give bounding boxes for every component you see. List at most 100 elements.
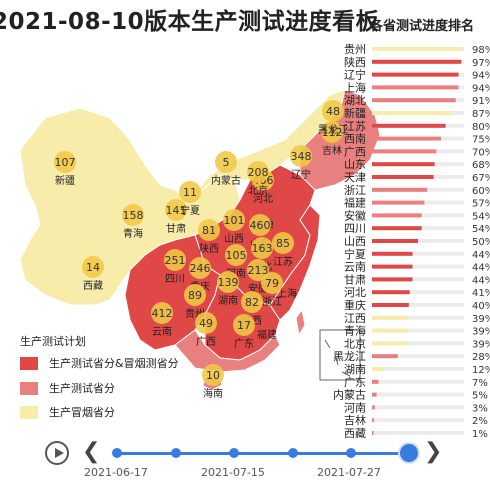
map-value-bubble[interactable] [122, 204, 144, 226]
map-value-bubble[interactable] [164, 249, 186, 271]
bar-value-label: 44% [472, 275, 490, 286]
map-value-bubble[interactable] [202, 364, 224, 386]
bar[interactable] [372, 226, 422, 231]
map-value-bubble[interactable] [249, 214, 271, 236]
bar[interactable] [372, 303, 409, 307]
bar[interactable] [372, 405, 375, 410]
bar[interactable] [372, 431, 374, 435]
map-value-bubble[interactable] [189, 257, 211, 279]
bar-value-label: 57% [472, 199, 490, 210]
bar[interactable] [372, 123, 446, 128]
timeline-next-button[interactable]: ❯ [424, 439, 443, 464]
map-value-bubble[interactable] [179, 181, 201, 203]
timeline-point[interactable] [112, 448, 122, 458]
bar[interactable] [372, 200, 425, 205]
bar-value-label: 91% [472, 96, 490, 107]
map-value-label: 213 [248, 264, 269, 277]
map-province-label: 广东 [234, 337, 254, 350]
map-value-label: 81 [202, 224, 216, 237]
bar-value-label: 41% [472, 288, 490, 299]
map-taiwan[interactable] [295, 308, 306, 337]
map-value-label: 112 [322, 126, 343, 139]
map-value-bubble[interactable] [247, 259, 269, 281]
bar[interactable] [372, 367, 384, 371]
bar[interactable] [372, 251, 413, 256]
map-value-bubble[interactable] [233, 314, 255, 336]
map-value-bubble[interactable] [165, 199, 187, 221]
map-value-bubble[interactable] [184, 284, 206, 306]
timeline-track[interactable] [116, 452, 410, 455]
bar[interactable] [372, 187, 428, 192]
map-value-bubble[interactable] [247, 161, 269, 183]
legend-item-test[interactable]: 生产测试省分 [20, 380, 115, 396]
map-east-coast[interactable] [269, 204, 321, 321]
bar[interactable] [372, 149, 437, 154]
bar[interactable] [372, 418, 374, 423]
bar[interactable] [372, 290, 410, 295]
map-value-bubble[interactable] [151, 302, 173, 324]
bar[interactable] [372, 85, 459, 90]
bar[interactable] [372, 72, 459, 77]
south-china-sea-inset [319, 329, 361, 381]
map-value-label: 10 [206, 369, 220, 382]
bar[interactable] [372, 354, 398, 359]
map-value-bubble[interactable] [82, 256, 104, 278]
bar[interactable] [372, 277, 413, 282]
bar[interactable] [372, 136, 441, 141]
map-value-bubble[interactable] [272, 232, 294, 254]
bar[interactable] [372, 264, 413, 269]
legend-item-test-and-smoke[interactable]: 生产测试省分&冒烟测省分 [20, 355, 179, 371]
map-province-label: 浙江 [262, 296, 282, 308]
bar[interactable] [372, 341, 408, 346]
legend-label: 生产测试省分 [49, 382, 115, 395]
timeline-point[interactable] [346, 448, 356, 458]
map-value-label: 158 [123, 209, 144, 222]
map-value-bubble[interactable] [223, 209, 245, 231]
map-value-bubble[interactable] [54, 151, 76, 173]
map-province-label: 江苏 [273, 255, 293, 268]
map-value-bubble[interactable] [322, 100, 344, 122]
map-value-label: 246 [190, 262, 211, 275]
map-value-bubble[interactable] [198, 219, 220, 241]
bar-category-label: 甘肃 [344, 273, 366, 286]
bar-category-label: 山东 [344, 158, 366, 171]
bar[interactable] [372, 47, 463, 51]
map-value-bubble[interactable] [290, 145, 312, 167]
map-value-bubble[interactable] [241, 291, 263, 313]
bar[interactable] [372, 328, 408, 333]
map-value-bubble[interactable] [321, 121, 343, 143]
map-value-label: 208 [248, 166, 269, 179]
legend-item-smoke[interactable]: 生产冒烟省分 [20, 404, 115, 420]
bar-category-label: 吉林 [344, 413, 366, 427]
timeline-current-point[interactable] [400, 444, 418, 462]
timeline-point[interactable] [288, 448, 298, 458]
play-button[interactable] [45, 441, 69, 465]
timeline-prev-button[interactable]: ❮ [82, 439, 101, 464]
map-province-label: 福建 [257, 328, 277, 341]
bar-value-label: 94% [472, 71, 490, 82]
bar[interactable] [372, 175, 434, 179]
bar-category-label: 江西 [344, 312, 366, 325]
bar[interactable] [372, 162, 435, 167]
bar[interactable] [372, 379, 379, 384]
bar[interactable] [372, 315, 408, 320]
bar-value-label: 12% [472, 365, 490, 376]
map-value-bubble[interactable] [215, 151, 237, 173]
map-value-bubble[interactable] [225, 244, 247, 266]
bar[interactable] [372, 239, 418, 243]
map-value-bubble[interactable] [251, 237, 273, 259]
bar[interactable] [372, 392, 377, 397]
timeline-label: 2021-07-15 [201, 466, 265, 479]
bar[interactable] [372, 213, 422, 218]
map-value-bubble[interactable] [195, 312, 217, 334]
map-province-label: 宁夏 [180, 204, 200, 217]
bar[interactable] [372, 111, 453, 115]
timeline-point[interactable] [171, 448, 181, 458]
map-value-bubble[interactable] [217, 271, 239, 293]
timeline-point[interactable] [229, 448, 239, 458]
bar-category-label: 陕西 [344, 55, 366, 69]
map-value-bubble[interactable] [261, 272, 283, 294]
bar[interactable] [372, 59, 462, 64]
bar[interactable] [372, 98, 456, 103]
